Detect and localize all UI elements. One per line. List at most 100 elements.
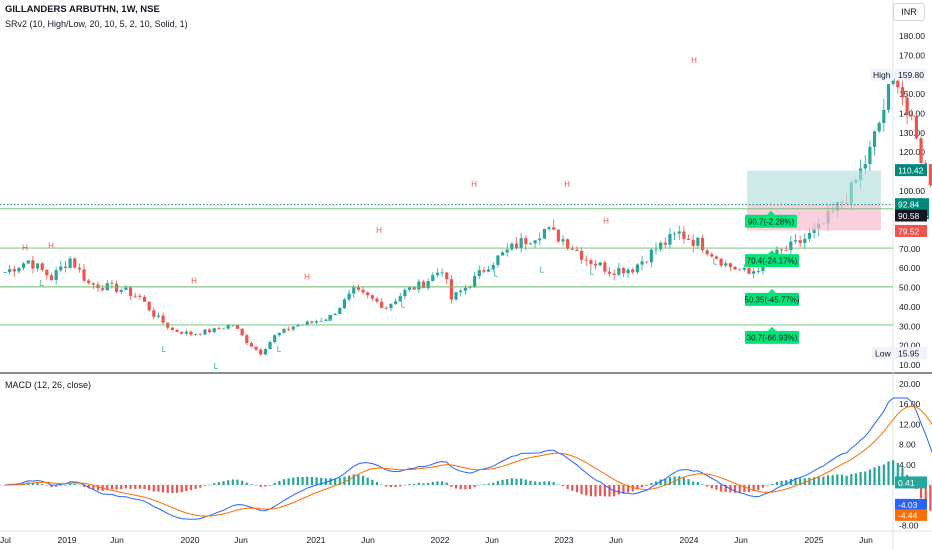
histogram-bar	[482, 484, 486, 485]
candle-body	[440, 272, 444, 274]
candle-body	[59, 266, 63, 271]
candle-body	[807, 232, 812, 239]
candle-body	[198, 333, 202, 335]
candle-body	[249, 343, 254, 347]
candle-body	[426, 281, 430, 289]
high-value-bg	[895, 68, 927, 81]
swing-low-marker: L	[277, 345, 282, 354]
histogram-bar	[547, 481, 551, 485]
candle-body	[319, 320, 323, 322]
histogram-bar	[45, 485, 48, 486]
histogram-bar	[417, 482, 420, 485]
time-axis-label: 2021	[307, 535, 326, 545]
candle-body	[514, 243, 519, 249]
histogram-bar	[813, 477, 816, 485]
macd-legend[interactable]: MACD (12, 26, close)	[5, 380, 92, 390]
price-tick-label: 170.00	[899, 50, 925, 60]
histogram-bar	[59, 485, 62, 486]
histogram-bar	[371, 479, 374, 485]
candle-body	[128, 287, 133, 296]
histogram-bar	[222, 481, 225, 485]
histogram-bar	[585, 485, 588, 496]
candle-body	[384, 307, 388, 309]
histogram-bar	[529, 480, 532, 485]
candle-body	[779, 249, 784, 251]
candle-body	[533, 240, 537, 244]
candle-body	[77, 267, 81, 270]
indicator-legend[interactable]: SRv2 (10, High/Low, 20, 10, 5, 2, 10, So…	[5, 19, 188, 29]
candle-body	[617, 268, 621, 275]
candle-body	[208, 329, 212, 333]
histogram-bar	[431, 481, 434, 485]
candle-body	[296, 325, 300, 327]
swing-high-marker: H	[691, 56, 697, 65]
histogram-bar	[919, 485, 923, 499]
histogram-bar	[826, 475, 830, 485]
candle-body	[812, 228, 816, 233]
candle-body	[733, 266, 737, 270]
swing-low-marker: L	[401, 300, 406, 309]
price-tick-label: 150.00	[899, 89, 925, 99]
candle-body	[68, 258, 72, 268]
candle-body	[398, 296, 402, 302]
candle-body	[747, 267, 751, 274]
candle-body	[189, 331, 193, 335]
histogram-bar	[896, 462, 899, 485]
histogram-bar	[468, 485, 472, 490]
histogram-bar	[822, 476, 825, 485]
candle-body	[12, 269, 16, 272]
level-label-arrow	[768, 288, 776, 293]
histogram-bar	[213, 483, 216, 485]
histogram-bar	[208, 484, 211, 486]
candle-body	[607, 271, 612, 274]
candle-body	[115, 283, 119, 292]
candle-body	[175, 329, 179, 332]
candle-body	[45, 269, 49, 276]
histogram-bar	[259, 485, 262, 487]
candle-body	[593, 263, 598, 266]
histogram-bar	[264, 485, 267, 487]
candle-body	[226, 325, 230, 329]
macd-tick-label: 16.00	[899, 399, 921, 409]
level-label-box	[745, 254, 799, 268]
currency-button[interactable]: INR	[893, 3, 925, 21]
level-label-box	[745, 214, 797, 228]
candle-body	[142, 296, 147, 302]
candle-body	[259, 349, 263, 355]
swing-low-marker: L	[494, 269, 499, 278]
swing-high-marker: H	[48, 242, 54, 251]
candle-body	[91, 283, 95, 285]
histogram-bar	[134, 485, 137, 489]
histogram-bar	[659, 479, 662, 485]
price-tick-label: 180.00	[899, 31, 925, 41]
histogram-bar	[808, 477, 811, 485]
histogram-bar	[138, 485, 141, 489]
candle-body	[742, 267, 746, 270]
candle-body	[491, 264, 495, 270]
candle-body	[73, 258, 77, 268]
candle-body	[682, 231, 686, 239]
candle-body	[645, 261, 649, 263]
target-badge: 110.42	[898, 166, 924, 176]
histogram-bar	[608, 485, 611, 497]
candle-body	[756, 271, 760, 272]
candle-body	[528, 243, 533, 245]
candle-body	[449, 279, 453, 300]
macd-histogram	[3, 460, 932, 511]
candle-body	[640, 261, 644, 265]
stop-badge-bg	[895, 224, 927, 237]
entry-badge-bg	[895, 209, 927, 222]
candle-body	[49, 275, 54, 280]
histogram-bar	[185, 485, 188, 492]
histogram-bar	[710, 485, 713, 489]
histogram-bar	[561, 485, 565, 487]
candle-body	[268, 342, 272, 350]
candle-body	[477, 270, 481, 277]
histogram-bar	[389, 485, 393, 488]
histogram-bar	[343, 476, 346, 485]
histogram-bar	[873, 467, 876, 485]
histogram-bar	[92, 485, 95, 490]
candle-body	[389, 304, 393, 309]
histogram-bar	[36, 482, 39, 485]
